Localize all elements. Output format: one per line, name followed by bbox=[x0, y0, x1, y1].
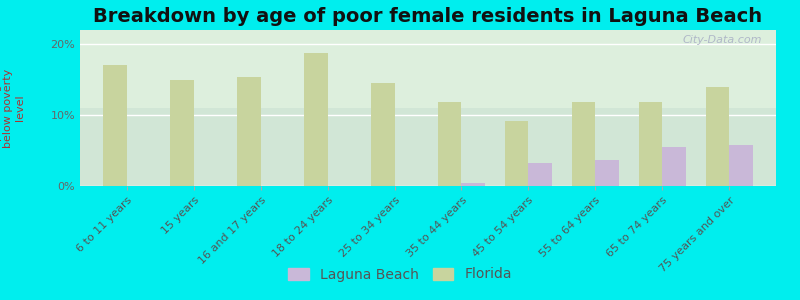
Bar bbox=[729, 145, 753, 186]
Bar bbox=[462, 183, 485, 186]
Bar bbox=[371, 83, 394, 186]
Bar bbox=[706, 87, 729, 186]
Bar bbox=[170, 80, 194, 186]
Bar bbox=[438, 102, 462, 186]
Title: Breakdown by age of poor female residents in Laguna Beach: Breakdown by age of poor female resident… bbox=[94, 7, 762, 26]
Bar bbox=[572, 102, 595, 186]
Text: percentage
below poverty
level: percentage below poverty level bbox=[0, 68, 25, 148]
Bar bbox=[505, 121, 528, 186]
Bar bbox=[238, 77, 261, 186]
Bar bbox=[103, 65, 127, 186]
Bar bbox=[662, 147, 686, 186]
Text: City-Data.com: City-Data.com bbox=[682, 35, 762, 45]
Legend: Laguna Beach, Florida: Laguna Beach, Florida bbox=[282, 262, 518, 287]
Bar bbox=[595, 160, 618, 186]
Bar bbox=[304, 53, 328, 186]
Bar bbox=[528, 163, 552, 186]
Bar bbox=[639, 102, 662, 186]
